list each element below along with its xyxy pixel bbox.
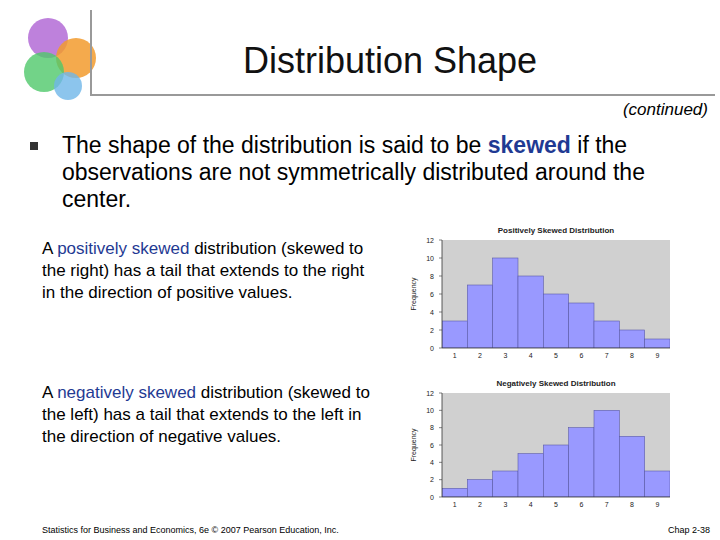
x-tick-label: 7 xyxy=(605,501,609,508)
y-tick xyxy=(439,330,442,331)
footer: Statistics for Business and Economics, 6… xyxy=(42,525,339,535)
y-tick xyxy=(439,445,442,446)
rule xyxy=(91,94,715,96)
bullet-text: The shape of the distribution is said to… xyxy=(62,132,662,213)
bar xyxy=(569,303,594,348)
x-tick-label: 5 xyxy=(554,352,558,359)
x-tick-label: 1 xyxy=(453,352,457,359)
chart-title: Negatively Skewed Distribution xyxy=(496,379,615,388)
continued-note: (continued) xyxy=(623,100,708,120)
bars xyxy=(442,410,670,497)
y-tick-label: 12 xyxy=(426,237,434,244)
y-tick xyxy=(439,294,442,295)
x-tick-label: 4 xyxy=(529,501,533,508)
chart: Positively Skewed Distribution0246810121… xyxy=(408,222,676,368)
bar xyxy=(645,471,670,497)
y-tick xyxy=(439,348,442,349)
rule xyxy=(90,10,92,96)
x-tick-label: 3 xyxy=(503,501,507,508)
y-tick xyxy=(439,393,442,394)
text-run: skewed xyxy=(488,132,571,158)
bar xyxy=(619,436,644,497)
chart: Negatively Skewed Distribution0246810121… xyxy=(408,375,676,517)
bar xyxy=(594,410,619,497)
x-tick-label: 4 xyxy=(529,352,533,359)
bar xyxy=(619,330,644,348)
text-run: negatively skewed xyxy=(57,383,196,402)
bar xyxy=(493,258,518,348)
x-tick-label: 8 xyxy=(630,352,634,359)
y-tick xyxy=(439,479,442,480)
y-tick-label: 0 xyxy=(430,345,434,352)
y-tick-label: 10 xyxy=(426,407,434,414)
x-axis xyxy=(442,497,670,498)
plot-area xyxy=(442,393,670,497)
page-number: Chap 2-38 xyxy=(668,525,710,535)
bar xyxy=(543,294,568,348)
x-tick-label: 2 xyxy=(478,352,482,359)
paragraph: A negatively skewed distribution (skewed… xyxy=(42,382,382,448)
bar xyxy=(518,454,543,497)
y-tick xyxy=(439,276,442,277)
x-tick-label: 3 xyxy=(503,352,507,359)
y-tick xyxy=(439,240,442,241)
bar xyxy=(518,276,543,348)
bar xyxy=(543,445,568,497)
y-axis-label: Frequency xyxy=(410,428,418,462)
y-tick-label: 12 xyxy=(426,390,434,397)
x-tick-label: 9 xyxy=(655,501,659,508)
text-run: The shape of the distribution is said to… xyxy=(62,132,488,158)
bar xyxy=(467,480,492,497)
bar xyxy=(442,321,467,348)
x-tick-label: 7 xyxy=(605,352,609,359)
x-tick-label: 2 xyxy=(478,501,482,508)
bar xyxy=(569,428,594,497)
y-tick-label: 4 xyxy=(430,459,434,466)
y-tick xyxy=(439,312,442,313)
y-tick xyxy=(439,497,442,498)
slide-title: Distribution Shape xyxy=(90,40,690,82)
y-tick xyxy=(439,462,442,463)
y-tick-label: 0 xyxy=(430,494,434,501)
slide: Distribution Shape (continued) The shape o… xyxy=(0,0,720,540)
bar xyxy=(442,488,467,497)
y-tick xyxy=(439,410,442,411)
bar xyxy=(467,285,492,348)
x-tick-label: 9 xyxy=(655,352,659,359)
x-tick-label: 6 xyxy=(579,501,583,508)
y-tick-label: 10 xyxy=(426,255,434,262)
paragraph: A positively skewed distribution (skewed… xyxy=(42,238,382,304)
x-tick-label: 8 xyxy=(630,501,634,508)
chart-title: Positively Skewed Distribution xyxy=(498,226,615,235)
x-axis xyxy=(442,348,670,349)
y-tick-label: 6 xyxy=(430,291,434,298)
y-axis-label: Frequency xyxy=(410,277,418,311)
y-tick xyxy=(439,258,442,259)
x-tick-label: 6 xyxy=(579,352,583,359)
logo-circle xyxy=(54,72,82,100)
y-tick-label: 2 xyxy=(430,476,434,483)
bar xyxy=(594,321,619,348)
bars xyxy=(442,258,670,348)
text-run: A xyxy=(42,239,57,258)
y-tick-label: 2 xyxy=(430,327,434,334)
text-run: A xyxy=(42,383,57,402)
text-run: positively skewed xyxy=(57,239,189,258)
x-tick-label: 1 xyxy=(453,501,457,508)
x-tick-label: 5 xyxy=(554,501,558,508)
bar xyxy=(493,471,518,497)
y-tick-label: 6 xyxy=(430,442,434,449)
bar xyxy=(645,339,670,348)
y-tick-label: 4 xyxy=(430,309,434,316)
y-tick xyxy=(439,427,442,428)
plot-area xyxy=(442,240,670,348)
y-tick-label: 8 xyxy=(430,424,434,431)
y-tick-label: 8 xyxy=(430,273,434,280)
bullet-marker xyxy=(30,142,38,150)
